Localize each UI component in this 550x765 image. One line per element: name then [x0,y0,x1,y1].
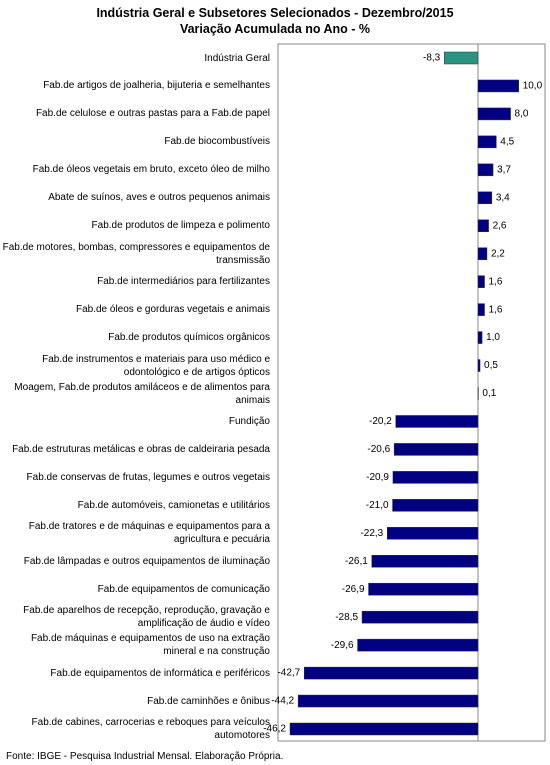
value-label: -26,1 [345,556,368,567]
value-label: -20,2 [369,416,392,427]
bar [392,471,479,484]
chart-subtitle: Variação Acumulada no Ano - % [179,22,371,36]
category-label: Fab.de máquinas e equipamentos de uso na… [30,633,270,658]
value-label: 3,4 [496,192,510,203]
bar [477,79,519,93]
bar [477,219,489,232]
bar [477,275,485,288]
category-label: Fundição [228,415,270,427]
value-label: 10,0 [523,81,543,92]
bar [289,722,479,736]
bar [392,499,479,512]
value-label: 8,0 [515,109,529,120]
category-label: Fab.de automóveis, camionetas e utilitár… [77,499,270,511]
value-label: -8,3 [423,53,441,64]
bar [477,359,481,372]
category-label: Fab.de lâmpadas e outros equipamentos de… [23,555,270,567]
value-label: -22,3 [360,528,383,539]
value-label: -20,6 [367,444,390,455]
category-label: Fab.de equipamentos de comunicação [97,583,270,595]
bar [477,135,497,149]
bar [393,443,479,456]
bar [477,191,493,205]
bar [477,107,511,121]
bar [395,415,479,428]
value-label: -44,2 [271,696,294,707]
category-label: Fab.de celulose e outras pastas para a F… [35,108,270,120]
plot-border [277,43,546,742]
bar [297,694,479,708]
category-label: Fab.de óleos e gorduras vegetais e anima… [75,304,270,316]
value-label: 4,5 [500,137,514,148]
category-label: Fab.de conservas de frutas, legumes e ou… [26,471,270,483]
value-label: 1,6 [489,304,503,315]
source: Fonte: IBGE - Pesquisa Industrial Mensal… [6,751,284,762]
value-label: 1,0 [486,332,500,343]
bar [477,247,488,260]
bar [368,582,479,596]
category-label: Fab.de óleos vegetais em bruto, exceto ó… [32,164,270,176]
category-label: Fab.de produtos químicos orgânicos [108,332,270,344]
chart-title: Indústria Geral e Subsetores Selecionado… [96,6,454,20]
category-label: Indústria Geral [204,52,270,64]
bar [361,610,479,624]
bar [303,666,479,680]
value-label: -28,5 [335,612,358,623]
value-label: 2,6 [493,220,507,231]
value-label: -46,2 [263,724,286,735]
value-label: 1,6 [489,276,503,287]
bar [477,163,494,177]
bar [443,51,479,65]
value-label: -42,7 [277,668,300,679]
category-label: Fab.de tratores e de máquinas e equipame… [28,521,270,546]
bar [477,331,483,344]
value-label: -21,0 [366,500,389,511]
bar [357,638,479,652]
bar [371,555,479,568]
category-label: Fab.de cabines, carrocerias e reboques p… [31,717,270,741]
category-label: Fab.de aparelhos de recepção, reprodução… [23,605,270,630]
category-label: Fab.de artigos de joalheria, bijuteria e… [43,80,270,92]
bar [477,303,485,316]
value-label: -29,6 [331,640,354,651]
value-label: 3,7 [497,164,511,175]
category-label: Abate de suínos, aves e outros pequenos … [48,192,270,204]
category-label: Fab.de produtos de limpeza e polimento [91,220,270,232]
category-label: Fab.de biocombustíveis [164,136,270,148]
value-label: -20,9 [366,472,389,483]
category-label: Fab.de intermediários para fertilizantes [97,276,270,288]
category-label: Moagem, Fab.de produtos amiláceos e de a… [14,381,270,406]
bar [387,527,479,540]
value-label: 0,1 [482,388,496,399]
category-label: Fab.de equipamentos de informática e per… [50,667,270,679]
category-label: Fab.de motores, bombas, compressores e e… [2,241,270,266]
category-label: Fab.de instrumentos e materiais para uso… [42,353,270,378]
category-label: Fab.de caminhões e ônibus [147,695,270,707]
value-label: -26,9 [342,584,365,595]
category-label: Fab.de estruturas metálicas e obras de c… [12,443,270,455]
value-label: 2,2 [491,248,505,259]
value-label: 0,5 [484,360,498,371]
